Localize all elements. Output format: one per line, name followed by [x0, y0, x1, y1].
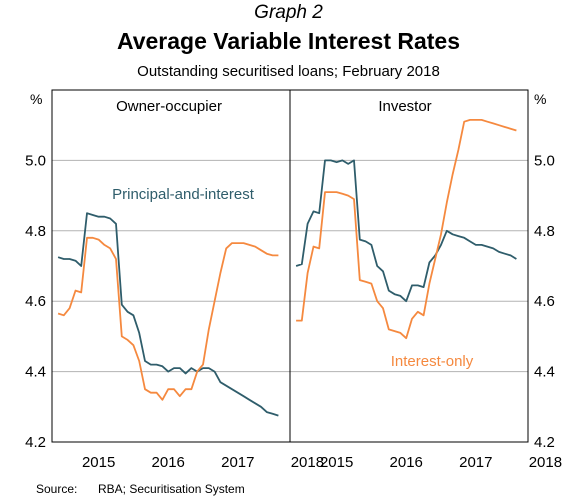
annotation-interest-only: Interest-only [391, 353, 474, 370]
y-tick-label-right: 4.4 [534, 364, 555, 381]
x-tick-label: 2017 [221, 454, 254, 471]
chart-title: Average Variable Interest Rates [116, 28, 461, 54]
x-tick-label: 2018 [529, 454, 562, 471]
y-tick-label-left: 5.0 [25, 152, 46, 169]
y-unit-label-left: % [30, 91, 42, 107]
series-lines [57, 119, 517, 417]
x-tick-label: 2016 [390, 454, 423, 471]
source-text: RBA; Securitisation System [98, 482, 245, 496]
y-tick-label-right: 4.2 [534, 434, 555, 451]
x-tick-label: 2015 [320, 454, 353, 471]
chart-subtitle: Outstanding securitised loans; February … [137, 63, 440, 80]
x-tick-label: 2015 [82, 454, 115, 471]
y-tick-label-left: 4.6 [25, 293, 46, 310]
y-tick-label-left: 4.2 [25, 434, 46, 451]
series-line-owner-occupier-principal-and-interest [57, 212, 279, 417]
annotation-principal-and-interest: Principal-and-interest [112, 186, 255, 203]
panel-title: Investor [378, 98, 431, 115]
chart-frame [51, 89, 529, 443]
series-line-investor-principal-and-interest [295, 159, 517, 303]
x-tick-label: 2017 [459, 454, 492, 471]
y-tick-label-left: 4.8 [25, 223, 46, 240]
series-line-owner-occupier-interest-only [57, 236, 279, 401]
y-tick-label-right: 4.6 [534, 293, 555, 310]
source-label: Source: [36, 482, 78, 496]
series-line-investor-interest-only [296, 119, 517, 340]
y-tick-label-right: 5.0 [534, 152, 555, 169]
y-unit-label-right: % [534, 91, 546, 107]
y-tick-label-left: 4.4 [25, 364, 46, 381]
source-note: Source: RBA; Securitisation System [36, 482, 245, 496]
panel-title: Owner-occupier [116, 98, 222, 115]
graph-label: Graph 2 [254, 2, 323, 23]
y-tick-label-right: 4.8 [534, 223, 555, 240]
x-tick-label: 2016 [152, 454, 185, 471]
x-tick-label: 2018 [291, 454, 324, 471]
chart-labels: 4.2 4.2 4.4 4.4 4.6 4.6 4.8 4.8 5.0 5.0% % 2015 2016… [25, 91, 562, 471]
